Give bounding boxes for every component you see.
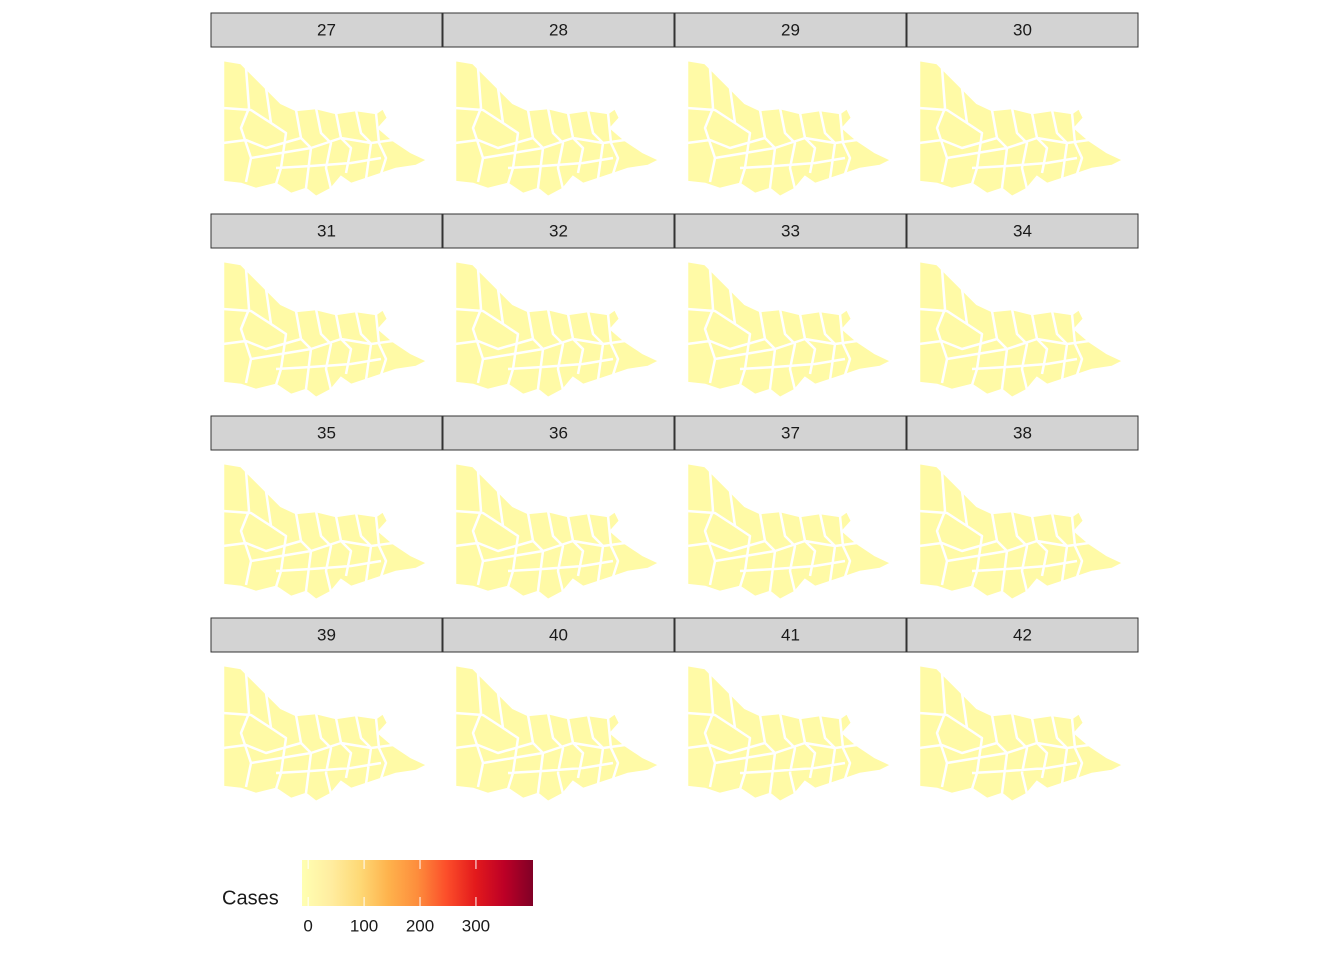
facet-label: 37 xyxy=(781,423,800,442)
facet-map xyxy=(685,58,894,199)
facet-strip xyxy=(210,213,443,249)
facet-map xyxy=(917,58,1126,199)
colorbar-tick-label: 300 xyxy=(462,916,490,935)
facet-strip xyxy=(210,415,443,451)
facet-strip xyxy=(906,617,1139,653)
facet-map xyxy=(221,663,430,804)
facet-label: 41 xyxy=(781,625,800,644)
facet-map xyxy=(917,259,1126,400)
facet-strip xyxy=(906,213,1139,249)
facet-map xyxy=(685,461,894,602)
facet-label: 31 xyxy=(317,221,336,240)
facet-map xyxy=(221,259,430,400)
facet-label: 32 xyxy=(549,221,568,240)
facet-map xyxy=(453,259,662,400)
facet-map xyxy=(917,461,1126,602)
facet-strip xyxy=(674,12,907,48)
facet-strip xyxy=(906,415,1139,451)
facet-strip xyxy=(674,617,907,653)
facet-strip xyxy=(210,12,443,48)
facet-map xyxy=(685,663,894,804)
facet-map xyxy=(453,663,662,804)
facet-label: 39 xyxy=(317,625,336,644)
legend-title: Cases xyxy=(222,887,279,909)
facet-strip xyxy=(210,617,443,653)
facet-label: 35 xyxy=(317,423,336,442)
colorbar xyxy=(302,860,533,906)
facet-label: 29 xyxy=(781,20,800,39)
facet-label: 28 xyxy=(549,20,568,39)
facet-label: 30 xyxy=(1013,20,1032,39)
facet-map xyxy=(221,461,430,602)
facet-strip xyxy=(442,12,675,48)
facet-strip xyxy=(442,415,675,451)
colorbar-tick-label: 100 xyxy=(350,916,378,935)
facet-strip xyxy=(674,213,907,249)
facet-strip xyxy=(442,617,675,653)
facet-label: 42 xyxy=(1013,625,1032,644)
facet-map xyxy=(453,461,662,602)
colorbar-tick-label: 0 xyxy=(303,916,312,935)
facet-map xyxy=(917,663,1126,804)
facet-map xyxy=(685,259,894,400)
facet-strip xyxy=(906,12,1139,48)
facet-label: 34 xyxy=(1013,221,1032,240)
facet-strip xyxy=(674,415,907,451)
facet-strip xyxy=(442,213,675,249)
facet-label: 36 xyxy=(549,423,568,442)
facet-label: 40 xyxy=(549,625,568,644)
facet-map xyxy=(221,58,430,199)
facet-map xyxy=(453,58,662,199)
facet-label: 33 xyxy=(781,221,800,240)
facet-label: 27 xyxy=(317,20,336,39)
facet-label: 38 xyxy=(1013,423,1032,442)
colorbar-tick-label: 200 xyxy=(406,916,434,935)
